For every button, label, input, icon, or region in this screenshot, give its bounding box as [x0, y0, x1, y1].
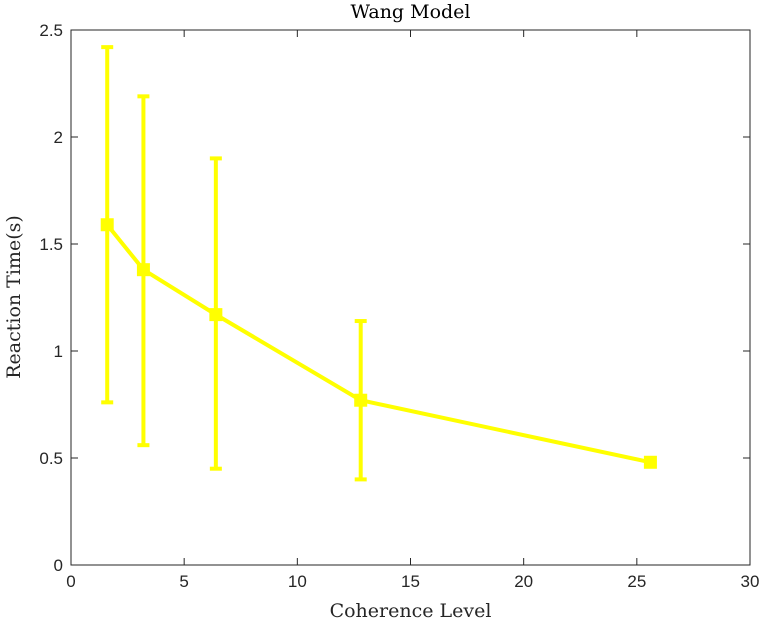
y-axis-label: Reaction Time(s) [3, 215, 25, 379]
y-tick-label: 2.5 [39, 21, 63, 40]
x-tick-label: 15 [401, 572, 420, 591]
data-point [643, 455, 657, 469]
data-point [136, 263, 150, 277]
ticks: 0 5 10 15 20 25 30 0 0.5 1 1.5 2 2.5 [39, 21, 759, 591]
data-point [354, 393, 368, 407]
x-tick-label: 5 [179, 572, 188, 591]
y-tick-label: 0.5 [39, 449, 63, 468]
plot-area [70, 29, 751, 566]
x-axis-label: Coherence Level [330, 600, 492, 622]
data-point [100, 218, 114, 232]
x-tick-label: 30 [741, 572, 760, 591]
x-tick-label: 10 [288, 572, 307, 591]
y-tick-label: 2 [54, 128, 63, 147]
x-tick-label: 25 [627, 572, 646, 591]
chart-title: Wang Model [350, 1, 470, 23]
data-point [209, 308, 223, 322]
markers [100, 218, 657, 469]
y-tick-label: 0 [54, 556, 63, 575]
x-tick-label: 0 [66, 572, 75, 591]
y-tick-label: 1.5 [39, 235, 63, 254]
y-tick-label: 1 [54, 342, 63, 361]
x-tick-label: 20 [514, 572, 533, 591]
